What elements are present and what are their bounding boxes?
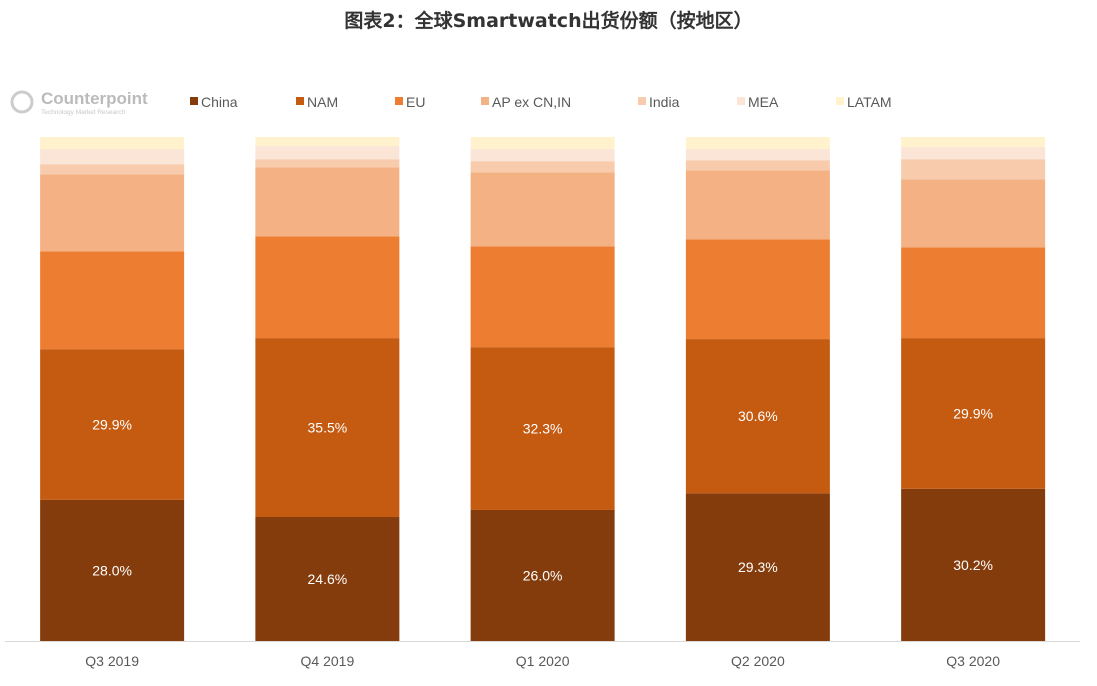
data-label: 35.5%	[308, 420, 348, 436]
chart-title: 图表2：全球Smartwatch出货份额（按地区）	[344, 10, 753, 32]
bar-segment-latam	[685, 137, 830, 150]
bar-segment-latam	[40, 137, 185, 150]
x-tick-label: Q2 2020	[731, 653, 785, 669]
bar-segment-china	[470, 509, 615, 641]
data-label: 28.0%	[92, 562, 132, 578]
bar-segment-china	[40, 499, 185, 641]
data-label: 30.6%	[738, 408, 778, 424]
bar-segment-india	[40, 164, 185, 175]
legend-swatch	[481, 97, 489, 105]
counterpoint-logo: Counterpoint Technology Market Research	[10, 89, 148, 116]
bar-segment-china	[901, 488, 1046, 641]
bar-segment-eu	[255, 236, 400, 339]
x-tick-label: Q3 2019	[85, 653, 139, 669]
x-tick-label: Q1 2020	[516, 653, 570, 669]
bar-segment-ap-ex-cn-in	[40, 174, 185, 252]
bar-segment-ap-ex-cn-in	[901, 179, 1046, 248]
bar-group-q1-2020: 26.0% 32.3%	[470, 137, 615, 641]
legend-swatch	[190, 97, 198, 105]
bar-segment-mea	[685, 149, 830, 161]
bar-segment-mea	[255, 146, 400, 160]
legend-item-mea: MEA	[737, 94, 779, 110]
bar-segment-ap-ex-cn-in	[255, 167, 400, 237]
logo-icon	[10, 90, 34, 114]
bar-segment-eu	[901, 247, 1046, 339]
data-label: 24.6%	[308, 571, 348, 587]
bar-segment-china	[685, 493, 830, 641]
bar-segment-mea	[901, 147, 1046, 160]
x-tick-label: Q4 2019	[301, 653, 355, 669]
bar-segment-eu	[470, 246, 615, 348]
legend-swatch	[836, 97, 844, 105]
bar-group-q2-2020: 29.3% 30.6%	[685, 137, 830, 641]
legend-label: LATAM	[847, 94, 892, 110]
legend-item-ap-ex-cn-in: AP ex CN,IN	[481, 94, 571, 110]
bar-segment-latam	[470, 137, 615, 150]
bars: 28.0% 29.9% 24.6% 35.5% 26.0% 32.3% 29.3% 30.6%…	[40, 137, 1046, 641]
legend-swatch	[638, 97, 646, 105]
legend: China NAM EU AP ex CN,IN India MEA LATAM	[190, 94, 892, 110]
bar-segment-eu	[685, 239, 830, 340]
bar-segment-china	[255, 517, 400, 641]
data-label: 30.2%	[953, 557, 993, 573]
legend-item-nam: NAM	[296, 94, 338, 110]
legend-label: AP ex CN,IN	[492, 94, 571, 110]
legend-swatch	[395, 97, 403, 105]
legend-item-latam: LATAM	[836, 94, 892, 110]
data-label: 29.9%	[953, 405, 993, 421]
legend-swatch	[737, 97, 745, 105]
legend-swatch	[296, 97, 304, 105]
bar-segment-nam	[40, 349, 185, 500]
bar-segment-ap-ex-cn-in	[470, 172, 615, 247]
legend-label: NAM	[307, 94, 338, 110]
logo-name: Counterpoint	[41, 89, 148, 108]
data-label: 29.3%	[738, 559, 778, 575]
bar-segment-mea	[470, 149, 615, 162]
legend-label: India	[649, 94, 680, 110]
bar-segment-nam	[901, 338, 1046, 489]
bar-segment-eu	[40, 251, 185, 350]
bar-segment-nam	[255, 338, 400, 518]
bar-segment-latam	[255, 137, 400, 147]
logo-tagline: Technology Market Research	[41, 109, 126, 116]
bar-segment-india	[901, 159, 1046, 180]
legend-label: China	[201, 94, 238, 110]
bar-segment-mea	[40, 149, 185, 165]
legend-item-china: China	[190, 94, 238, 110]
bar-segment-india	[255, 159, 400, 168]
bar-group-q4-2019: 24.6% 35.5%	[255, 137, 400, 641]
data-label: 32.3%	[523, 421, 563, 437]
legend-item-eu: EU	[395, 94, 425, 110]
bar-group-q3-2019: 28.0% 29.9%	[40, 137, 185, 641]
legend-label: MEA	[748, 94, 779, 110]
bar-segment-india	[685, 160, 830, 171]
x-axis-ticks: Q3 2019 Q4 2019 Q1 2020 Q2 2020 Q3 2020	[85, 653, 1000, 669]
bar-segment-nam	[470, 347, 615, 510]
bar-segment-ap-ex-cn-in	[685, 170, 830, 240]
legend-item-india: India	[638, 94, 680, 110]
data-label: 29.9%	[92, 417, 132, 433]
x-tick-label: Q3 2020	[946, 653, 1000, 669]
bar-segment-latam	[901, 137, 1046, 148]
bar-group-q3-2020: 30.2% 29.9%	[901, 137, 1046, 641]
data-label: 26.0%	[523, 567, 563, 583]
bar-segment-india	[470, 161, 615, 173]
legend-label: EU	[406, 94, 425, 110]
bar-segment-nam	[685, 339, 830, 494]
